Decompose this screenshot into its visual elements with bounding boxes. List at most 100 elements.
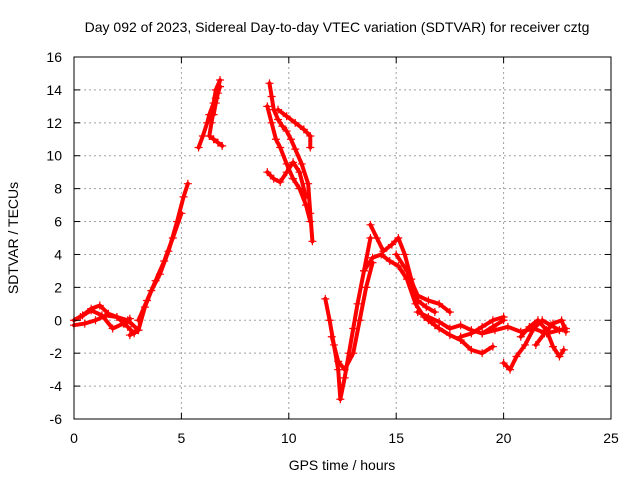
data-point-marker — [467, 329, 476, 338]
series-arc-8 — [265, 79, 317, 246]
data-point-marker — [503, 322, 512, 331]
data-point-marker — [134, 326, 143, 335]
data-point-marker — [263, 102, 272, 111]
data-point-marker — [205, 131, 214, 140]
data-point-marker — [392, 250, 401, 259]
data-point-marker — [299, 125, 308, 134]
series-arc-2 — [70, 311, 139, 338]
data-point-marker — [218, 141, 227, 150]
data-point-marker — [213, 89, 222, 98]
data-point-marker — [402, 266, 411, 275]
data-point-marker — [353, 299, 362, 308]
data-point-marker — [422, 303, 431, 312]
data-point-marker — [274, 115, 283, 124]
y-axis-label: SDTVAR / TECUs — [5, 182, 21, 294]
x-tick-label: 0 — [70, 430, 78, 446]
data-point-marker — [291, 145, 300, 154]
data-point-marker — [559, 345, 568, 354]
data-point-marker — [478, 329, 487, 338]
data-point-marker — [95, 301, 104, 310]
data-point-marker — [368, 253, 377, 262]
data-point-marker — [555, 326, 564, 335]
data-point-marker — [282, 127, 291, 136]
plot-frame — [73, 56, 612, 420]
data-point-marker — [91, 316, 100, 325]
data-point-marker — [445, 308, 454, 317]
series-arc-16 — [392, 250, 454, 317]
data-point-marker — [276, 143, 285, 152]
data-point-marker — [394, 261, 403, 270]
chart-title: Day 092 of 2023, Sidereal Day-to-day VTE… — [85, 19, 590, 35]
data-point-marker — [271, 135, 280, 144]
y-tick-label: 6 — [54, 214, 62, 230]
axis-ticks: 0 5 10 15 20 25 -6 -4 -2 0 2 4 6 8 10 12 14 16 — [46, 49, 619, 446]
data-point-marker — [349, 349, 358, 358]
data-point-marker — [269, 174, 278, 183]
data-point-marker — [488, 316, 497, 325]
data-point-marker — [308, 237, 317, 246]
data-point-marker — [516, 332, 525, 341]
data-point-marker — [430, 308, 439, 317]
data-point-marker — [301, 192, 310, 201]
data-point-marker — [291, 118, 300, 127]
data-point-marker — [289, 158, 298, 167]
data-point-marker — [533, 316, 542, 325]
data-point-marker — [456, 321, 465, 330]
data-point-marker — [445, 331, 454, 340]
data-point-marker — [76, 312, 85, 321]
y-tick-label: -2 — [50, 345, 63, 361]
data-point-marker — [179, 192, 188, 201]
data-point-marker — [282, 112, 291, 121]
data-point-marker — [263, 168, 272, 177]
y-tick-label: -6 — [50, 411, 63, 427]
data-point-marker — [87, 306, 96, 315]
series-arc-13 — [327, 258, 377, 374]
data-point-marker — [411, 299, 420, 308]
data-point-marker — [491, 326, 500, 335]
data-point-marker — [521, 340, 530, 349]
data-point-marker — [359, 266, 368, 275]
data-point-marker — [336, 395, 345, 404]
data-point-marker — [499, 359, 508, 368]
data-point-marker — [424, 296, 433, 305]
y-tick-label: 10 — [46, 148, 62, 164]
data-point-marker — [413, 308, 422, 317]
data-point-marker — [506, 365, 515, 374]
series-arc-19 — [456, 312, 508, 341]
data-point-marker — [549, 319, 558, 328]
data-point-marker — [327, 332, 336, 341]
data-point-marker — [119, 319, 128, 328]
data-point-marker — [289, 174, 298, 183]
y-tick-label: 4 — [54, 246, 62, 262]
data-point-marker — [125, 331, 134, 340]
data-point-marker — [297, 159, 306, 168]
series-arc-11 — [274, 105, 315, 152]
x-tick-label: 10 — [281, 430, 297, 446]
data-point-marker — [183, 179, 192, 188]
series-trace — [211, 84, 223, 117]
data-point-marker — [306, 131, 315, 140]
data-point-marker — [387, 240, 396, 249]
data-point-marker — [209, 135, 218, 144]
y-tick-label: 0 — [54, 312, 62, 328]
data-point-marker — [355, 316, 364, 325]
data-point-marker — [286, 135, 295, 144]
series-trace — [394, 252, 452, 315]
data-point-marker — [394, 234, 403, 242]
data-point-marker — [540, 329, 549, 338]
x-tick-label: 20 — [496, 430, 512, 446]
data-point-marker — [306, 217, 315, 226]
data-point-marker — [267, 118, 276, 127]
data-point-marker — [194, 143, 203, 152]
data-point-marker — [561, 327, 570, 336]
data-point-marker — [555, 352, 564, 361]
data-point-marker — [304, 179, 313, 188]
data-point-marker — [362, 283, 371, 292]
data-point-marker — [366, 220, 375, 229]
data-point-marker — [134, 316, 143, 325]
data-point-marker — [160, 257, 169, 266]
data-point-marker — [295, 168, 304, 177]
series-trace — [78, 308, 132, 331]
